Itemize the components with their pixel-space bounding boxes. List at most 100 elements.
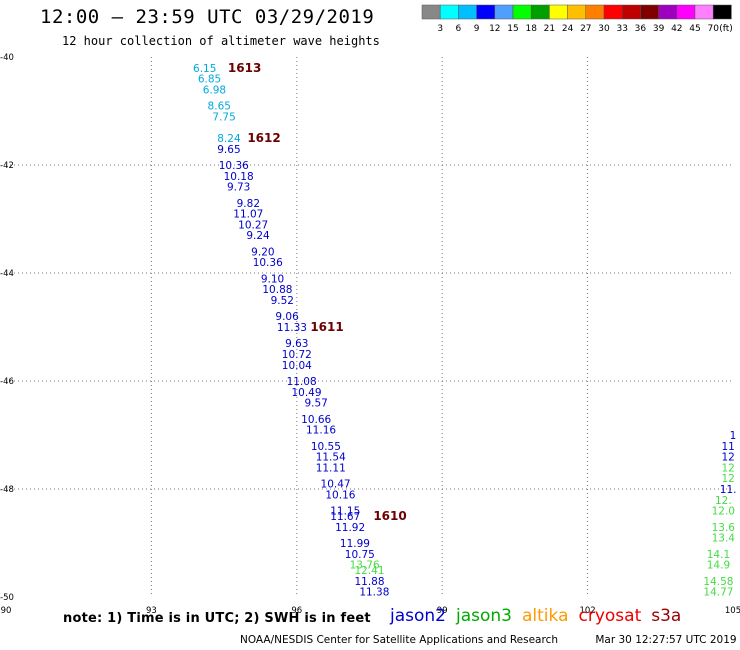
wave-height-value: 12 [721,452,734,464]
wave-height-value: 11.54 [316,452,346,464]
wave-height-value: 9.10 [261,273,284,285]
satellite-legend-altika: altika [522,606,569,626]
wave-height-value: 11.88 [354,576,384,588]
wave-height-value: 14.77 [703,587,733,599]
wave-height-value: 9.20 [251,246,274,258]
legend-label: 30 [598,24,610,34]
wave-height-value: 12.41 [354,565,384,577]
wave-height-value: 10.47 [321,479,351,491]
wave-height-value: 11.67 [330,511,360,523]
legend-label: 39 [653,24,665,34]
wave-height-value: 12. [715,495,732,507]
wave-height-value: 11.16 [306,425,336,437]
legend-label: 70 [707,24,719,34]
wave-height-value: 9.06 [275,311,299,323]
wave-height-value: 10.16 [325,489,355,501]
map-subtitle: 12 hour collection of altimeter wave hei… [62,34,380,48]
x-tick-label: 105 [725,606,740,616]
wave-height-value: 1 [730,430,737,442]
wave-height-value: 10.75 [345,549,375,561]
wave-height-value: 9.73 [227,182,250,194]
wave-height-value: 9.52 [271,295,294,307]
legend-label: 27 [580,24,591,34]
wave-height-value: 10.36 [253,257,283,269]
footer-org: NOAA/NESDIS Center for Satellite Applica… [240,634,558,646]
legend-label: 15 [507,24,518,34]
legend-label: 6 [456,24,462,34]
wave-height-value: 8.65 [208,101,231,113]
color-legend: 3 6 9 12 15 18 21 24 27 30 33 36 39 42 45 70 (ft) [421,4,733,34]
wave-height-value: 9.57 [304,398,327,410]
wave-height-value: 11.07 [233,209,263,221]
legend-label: 21 [544,24,555,34]
legend-label: 45 [689,24,700,34]
wave-height-value: 12 [721,473,734,485]
y-tick-label: -40 [0,53,14,63]
satellite-legend-s3a: s3a [651,606,682,626]
wave-height-value: 9.63 [285,338,308,350]
wave-height-value: 9.65 [217,144,240,156]
footer-timestamp: Mar 30 12:27:57 UTC 2019 [595,634,737,646]
wave-height-value: 11.15 [330,506,360,518]
satellite-legend: jason2 jason3 altika cryosat s3a [390,606,691,626]
x-tick-label: 96 [291,606,302,616]
legend-label: 36 [635,24,647,34]
pass-number-label: 1613 [228,61,261,75]
footer: NOAA/NESDIS Center for Satellite Applica… [240,634,740,646]
units-note: note: 1) Time is in UTC; 2) SWH is in fe… [63,611,371,626]
y-tick-label: -42 [0,161,14,171]
legend-label: 42 [671,24,682,34]
wave-height-value: 14.1 [707,549,730,561]
wave-height-value: 11 [721,441,734,453]
wave-height-value: 6.98 [203,84,226,96]
wave-height-value: 11.33 [277,322,307,334]
map-title: 12:00 – 23:59 UTC 03/29/2019 [40,6,375,28]
wave-height-value: 12.0 [712,506,735,518]
y-tick-label: -50 [0,593,14,603]
satellite-legend-cryosat: cryosat [578,606,642,626]
pass-number-label: 1611 [310,320,343,334]
wave-height-value: 11.92 [335,522,365,534]
wave-height-value: 10.49 [291,387,321,399]
wave-height-value: 11.08 [287,376,317,388]
wave-height-value: 11. [720,484,737,496]
legend-label: 33 [616,24,627,34]
wave-height-value: 8.24 [217,133,241,145]
legend-label: 24 [562,24,574,34]
wave-height-value: 9.24 [246,230,270,242]
x-tick-label: 90 [1,606,12,616]
wave-height-value: 14.9 [707,560,730,572]
wave-height-value: 10.18 [224,171,254,183]
wave-height-value: 10.36 [219,160,249,172]
wave-height-value: 10.66 [301,414,331,426]
x-tick-label: 99 [437,606,448,616]
y-tick-label: -44 [0,269,14,279]
wave-height-value: 13.4 [712,533,736,545]
wave-height-value: 6.85 [198,74,221,86]
wave-height-value: 13.76 [350,560,380,572]
wave-height-value: 10.72 [282,349,312,361]
satellite-legend-jason2: jason2 [390,606,446,626]
wave-height-value: 10.04 [282,360,312,372]
wave-height-value: 13.6 [712,522,736,534]
wave-height-value: 6.15 [193,63,216,75]
wave-height-value: 12 [721,462,734,474]
wave-height-value: 9.82 [237,198,260,210]
y-tick-label: -46 [0,377,14,387]
wave-height-value: 11.99 [340,538,370,550]
wave-height-value: 14.58 [703,576,733,588]
pass-number-label: 1610 [373,509,406,523]
y-tick-label: -48 [0,485,14,495]
legend-label: 12 [489,24,500,34]
x-tick-label: 93 [146,606,157,616]
legend-unit: (ft) [719,24,733,34]
legend-swatch [712,4,732,20]
legend-label: 9 [474,24,480,34]
wave-height-value: 11.38 [359,587,389,599]
wave-height-value: 10.55 [311,441,341,453]
satellite-legend-jason3: jason3 [456,606,512,626]
pass-number-label: 1612 [247,131,280,145]
legend-label: 18 [525,24,537,34]
legend-label: 3 [437,24,443,34]
